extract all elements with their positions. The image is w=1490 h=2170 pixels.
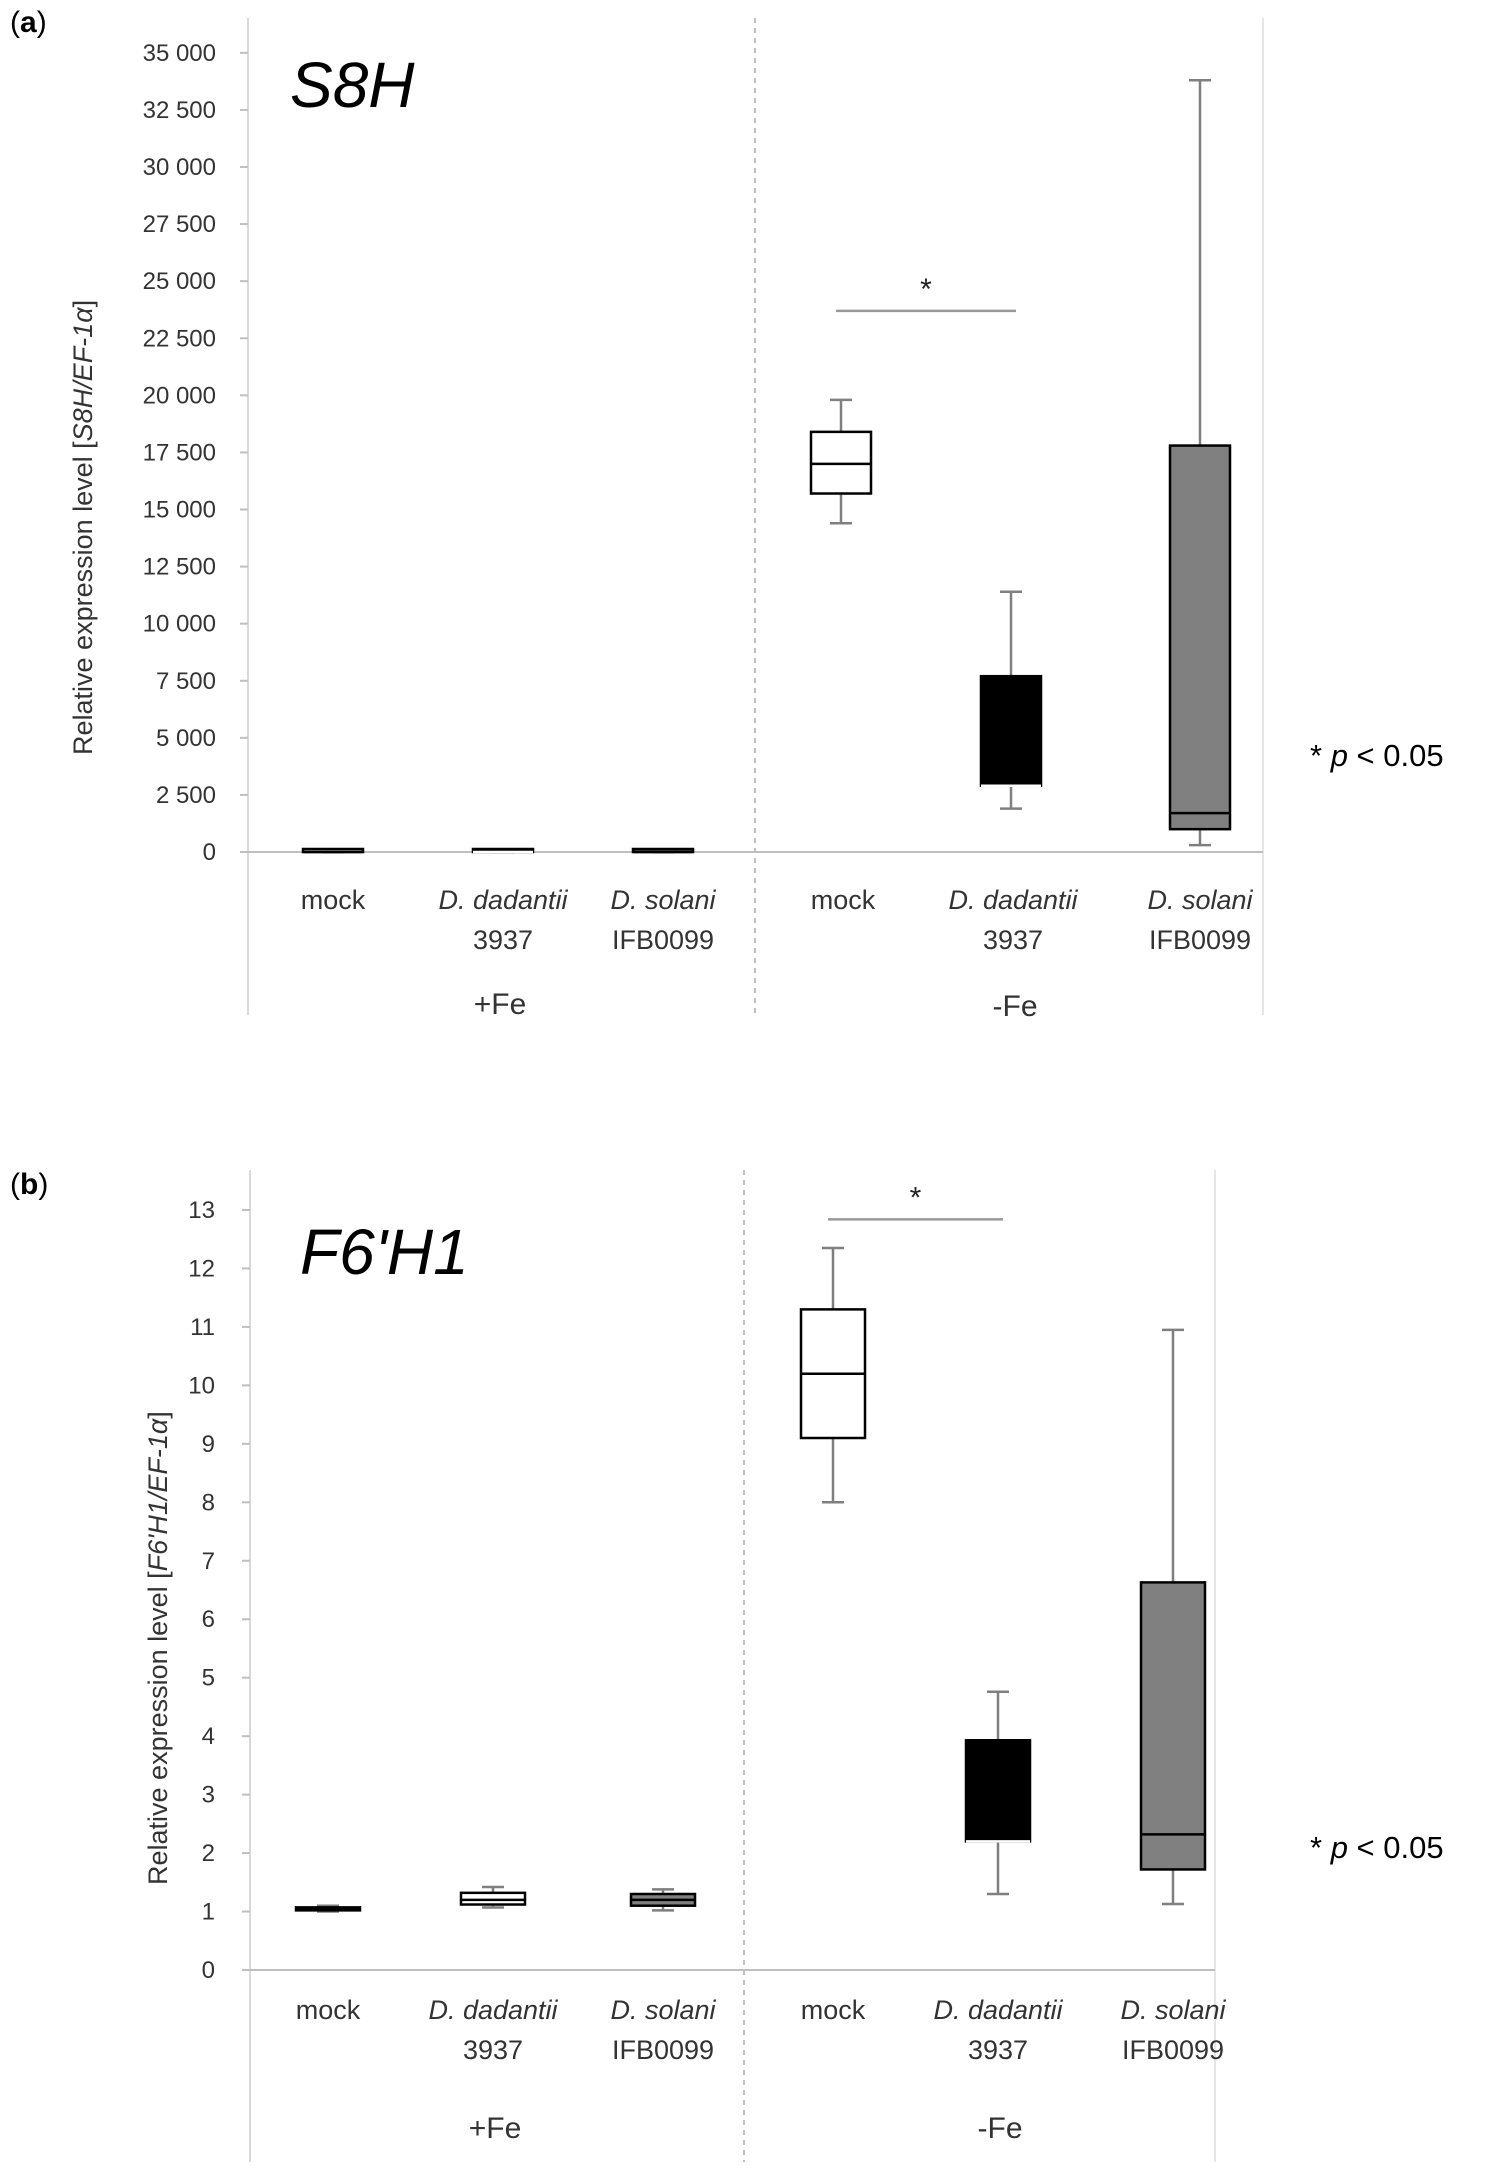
group-label-plus-fe: +Fe <box>473 988 527 1021</box>
category-label: D. solani IFB0099 <box>1120 1995 1226 2065</box>
category-label: mock <box>300 885 366 915</box>
y-tick-label: 20 000 <box>143 382 216 409</box>
significance-star: * <box>920 273 932 306</box>
panel-label: (b) <box>10 1168 49 1201</box>
category-label: D. solani IFB0099 <box>610 885 716 955</box>
y-tick-label: 1 <box>202 1899 215 1926</box>
group-label-minus-fe: -Fe <box>992 990 1038 1023</box>
y-tick-label: 25 000 <box>143 268 216 295</box>
y-tick-label: 35 000 <box>143 40 216 67</box>
y-tick-label: 12 <box>188 1255 215 1282</box>
gene-title: F6'H1 <box>300 1216 469 1288</box>
y-axis-title: Relative expression level [S8H/EF-1α] <box>68 299 98 755</box>
category-label: mock <box>295 1995 361 2025</box>
significance-star: * <box>910 1181 922 1214</box>
y-axis-title: Relative expression level [F6'H1/EF-1α] <box>143 1411 173 1885</box>
category-label: D. solani IFB0099 <box>1147 885 1253 955</box>
category-label: mock <box>810 885 876 915</box>
panel-b: (b) 0 1 2 3 4 5 6 7 8 9 10 11 12 13 * F6'H1 Relative e… <box>0 1150 1490 2170</box>
y-tick-label: 7 500 <box>156 668 216 695</box>
p-value-note: * p < 0.05 <box>1310 738 1444 773</box>
group-label-minus-fe: -Fe <box>977 2112 1023 2145</box>
box-rect <box>1168 444 1232 831</box>
chart-a-svg: 0 2 500 5 000 7 500 10 000 12 500 15 000 17 500… <box>143 18 1264 1015</box>
category-label: D. dadantii 3937 <box>948 885 1078 955</box>
y-tick-label: 11 <box>190 1314 215 1341</box>
category-label: D. dadantii 3937 <box>933 1995 1063 2065</box>
box-rect <box>1139 1581 1207 1871</box>
y-tick-label: 27 500 <box>143 211 216 238</box>
y-tick-label: 4 <box>202 1723 215 1750</box>
y-tick-label: 22 500 <box>143 325 216 352</box>
y-tick-label: 10 <box>188 1372 215 1399</box>
y-tick-label: 5 000 <box>156 725 216 752</box>
y-tick-label: 3 <box>202 1782 215 1809</box>
category-label: D. solani IFB0099 <box>610 1995 716 2065</box>
panel-label: (a) <box>10 6 47 39</box>
y-tick-label: 6 <box>202 1606 215 1633</box>
y-tick-label: 7 <box>202 1548 215 1575</box>
y-tick-label: 32 500 <box>143 97 216 124</box>
y-tick-label: 8 <box>202 1489 215 1516</box>
category-label: D. dadantii 3937 <box>438 885 568 955</box>
y-tick-label: 2 <box>202 1840 215 1867</box>
gene-title: S8H <box>290 49 415 121</box>
category-label: D. dadantii 3937 <box>428 1995 558 2065</box>
group-label-plus-fe: +Fe <box>468 2112 522 2145</box>
category-label: mock <box>800 1995 866 2025</box>
y-tick-label: 5 <box>202 1665 215 1692</box>
panel-a: (a) 0 2 500 5 000 7 500 10 000 12 500 15 000 17… <box>0 0 1490 1060</box>
y-tick-label: 2 500 <box>156 782 216 809</box>
y-tick-label: 9 <box>202 1431 215 1458</box>
box-rect <box>979 674 1043 788</box>
box-rect <box>964 1738 1032 1843</box>
p-value-note: * p < 0.05 <box>1310 1830 1444 1865</box>
y-tick-label: 17 500 <box>143 439 216 466</box>
y-tick-label: 12 500 <box>143 554 216 581</box>
y-tick-label: 0 <box>203 839 216 866</box>
y-tick-label: 10 000 <box>143 611 216 638</box>
y-tick-label: 30 000 <box>143 154 216 181</box>
y-tick-label: 0 <box>202 1957 215 1984</box>
y-tick-label: 15 000 <box>143 497 216 524</box>
y-tick-label: 13 <box>188 1197 215 1224</box>
